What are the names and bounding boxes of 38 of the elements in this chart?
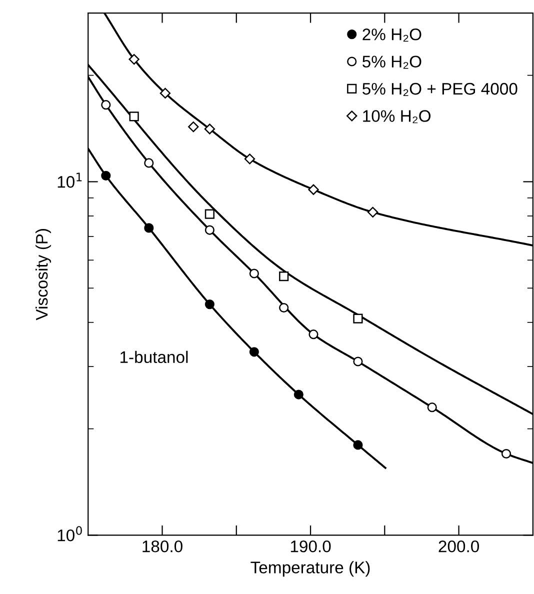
point [427, 402, 437, 412]
point [129, 112, 139, 122]
y-tick-label: 10$^{0}$ [58, 526, 82, 542]
point [204, 124, 216, 134]
point [160, 88, 171, 99]
legend-label: 5% H₂O + PEG 4000 [362, 82, 518, 96]
x-tick-label: 180.0 [142, 540, 182, 552]
point [294, 390, 304, 400]
point [367, 206, 378, 218]
point [204, 300, 214, 310]
point [249, 347, 259, 357]
legend-label: 2% H₂O [362, 28, 422, 42]
legend-label: 5% H₂O [362, 56, 422, 69]
point [188, 121, 199, 132]
point [308, 184, 319, 195]
point [353, 356, 363, 366]
point [101, 100, 111, 110]
point [279, 302, 289, 313]
y-tick-label: 10$^{1}$ [58, 172, 82, 188]
point [204, 225, 214, 235]
point [308, 330, 318, 340]
x-tick-label: 190.0 [290, 540, 331, 552]
point [249, 268, 259, 278]
point [501, 448, 512, 459]
y-axis-title: Viscosity (P) [35, 229, 52, 320]
legend-label: 10% H₂O [363, 110, 431, 124]
x-axis-title: Temperature (K) [250, 561, 370, 577]
point [279, 272, 289, 282]
point [244, 154, 256, 164]
x-tick-label: 200.0 [438, 540, 479, 552]
point [353, 314, 363, 324]
point [128, 54, 140, 65]
point [353, 440, 363, 450]
point [144, 223, 154, 233]
point [101, 170, 111, 180]
annotation: 1-butanol [120, 350, 188, 364]
point [204, 209, 214, 219]
point [144, 158, 154, 168]
